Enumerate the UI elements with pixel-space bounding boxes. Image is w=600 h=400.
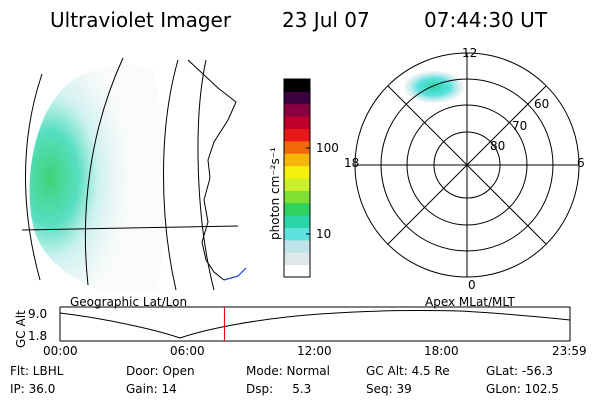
altitude-curve: [59, 309, 571, 339]
meridian-line: [163, 59, 179, 290]
timeline-xtick: 23:59: [552, 344, 587, 358]
colorbar-band: [284, 178, 310, 191]
polar-mlt-plot: [354, 52, 580, 278]
coastline: [187, 59, 237, 281]
mlt-label-6: 6: [577, 156, 585, 170]
mode-info: Mode: Normal: [246, 364, 330, 378]
aurora-emission-region: [29, 64, 165, 290]
aurora-oval-patch: [404, 71, 464, 103]
app-title: Ultraviolet Imager: [50, 8, 232, 32]
colorbar-band: [284, 153, 310, 167]
colorbar-tick-100: 100: [316, 141, 339, 155]
timeline-xtick: 18:00: [424, 344, 459, 358]
colorbar-band: [284, 128, 310, 142]
colorbar-band: [284, 165, 310, 179]
geographic-panel-label: Geographic Lat/Lon: [70, 295, 188, 309]
timeline-ylabel: GC Alt: [14, 310, 28, 348]
gc-alt-info: GC Alt: 4.5 Re: [366, 364, 450, 378]
latitude-line: [21, 225, 239, 231]
timeline-xtick: 06:00: [170, 344, 205, 358]
coastline-highlight: [223, 267, 247, 281]
meridian-line: [84, 57, 124, 286]
gain-info: Gain: 14: [126, 382, 177, 396]
colorbar-band: [284, 264, 310, 278]
seq-info: Seq: 39: [366, 382, 412, 396]
colorbar-band: [284, 79, 310, 92]
mlt-label-18: 18: [344, 156, 360, 170]
meridian-line: [25, 73, 43, 281]
filter-info: Flt: LBHL: [10, 364, 64, 378]
colorbar-band: [284, 103, 310, 117]
mlt-label-12: 12: [462, 46, 478, 60]
colorbar-band: [284, 239, 310, 253]
timeline-ytick-1-8: 1.8: [28, 329, 48, 343]
altitude-timeline: [59, 306, 571, 342]
timeline-frame: [59, 306, 571, 342]
meridian-line: [197, 59, 215, 290]
apex-panel-label: Apex MLat/MLT: [425, 295, 515, 309]
glon-info: GLon: 102.5: [486, 382, 559, 396]
colorbar-band: [284, 227, 310, 241]
glat-info: GLat: -56.3: [486, 364, 553, 378]
colorbar-band: [284, 215, 310, 228]
lat-label-70: 70: [512, 119, 528, 133]
ip-info: IP: 36.0: [10, 382, 56, 396]
mlt-label-0: 0: [468, 278, 476, 292]
colorbar-band: [284, 252, 310, 266]
colorbar-unit-label: photon cm⁻²s⁻¹: [268, 147, 282, 240]
colorbar-band: [284, 116, 310, 129]
door-info: Door: Open: [126, 364, 195, 378]
dsp-info: Dsp: 5.3: [246, 382, 312, 396]
timeline-ytick-9: 9.0: [28, 307, 48, 321]
date-label: 23 Jul 07: [282, 8, 370, 32]
timeline-xtick: 00:00: [43, 344, 78, 358]
geographic-image-panel: [21, 57, 247, 290]
timeline-xtick: 12:00: [297, 344, 332, 358]
mlt-diagonal: [387, 85, 547, 245]
colorbar-band: [284, 190, 310, 204]
colorbar-band: [284, 91, 310, 105]
color-scale-bar: [283, 78, 311, 278]
lat-label-60: 60: [534, 97, 550, 111]
colorbar-band: [284, 140, 310, 154]
lat-label-80: 80: [490, 139, 506, 153]
colorbar-band: [284, 202, 310, 216]
colorbar-tick-10: 10: [316, 227, 332, 241]
time-label: 07:44:30 UT: [424, 8, 548, 32]
